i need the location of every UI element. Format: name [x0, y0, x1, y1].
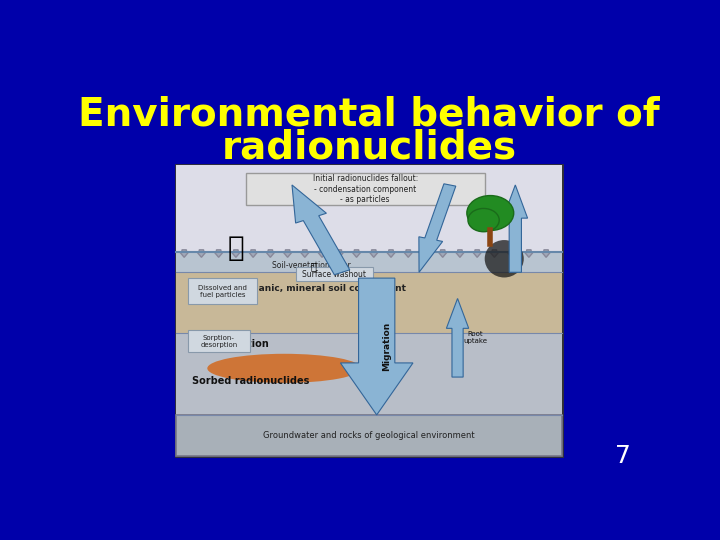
FancyArrow shape: [438, 250, 447, 258]
Bar: [188, 330, 250, 352]
Circle shape: [468, 208, 499, 232]
Bar: [176, 415, 562, 456]
FancyArrow shape: [301, 250, 309, 258]
Bar: [176, 165, 562, 252]
Bar: [176, 165, 562, 456]
Bar: [176, 272, 562, 333]
Bar: [176, 333, 562, 415]
Text: Soil solution: Soil solution: [199, 339, 269, 349]
Polygon shape: [446, 299, 469, 377]
Text: Initial radionuclides fallout:
- condensation component
- as particles: Initial radionuclides fallout: - condens…: [312, 174, 418, 204]
FancyArrow shape: [249, 250, 257, 258]
Text: Sorbed radionuclides: Sorbed radionuclides: [192, 376, 310, 387]
FancyArrow shape: [542, 250, 550, 258]
Ellipse shape: [207, 354, 361, 383]
Polygon shape: [503, 185, 528, 272]
Bar: [188, 278, 257, 305]
FancyArrow shape: [404, 250, 413, 258]
Bar: [176, 252, 562, 272]
Text: Sorption-
desorption: Sorption- desorption: [200, 335, 238, 348]
Text: Dissolved and
fuel particles: Dissolved and fuel particles: [198, 285, 247, 298]
FancyArrow shape: [232, 250, 240, 258]
Bar: [296, 267, 373, 281]
Ellipse shape: [485, 240, 523, 278]
FancyArrow shape: [525, 250, 533, 258]
Text: 7: 7: [616, 444, 631, 468]
FancyArrow shape: [369, 250, 378, 258]
Text: Environmental behavior of: Environmental behavior of: [78, 96, 660, 134]
Text: Groundwater and rocks of geological environment: Groundwater and rocks of geological envi…: [264, 431, 474, 440]
FancyArrow shape: [456, 250, 464, 258]
Text: 🐄: 🐄: [228, 233, 245, 261]
Polygon shape: [419, 184, 456, 272]
FancyArrow shape: [197, 250, 206, 258]
FancyArrow shape: [387, 250, 395, 258]
Circle shape: [467, 195, 513, 231]
FancyArrow shape: [266, 250, 274, 258]
FancyArrow shape: [508, 250, 516, 258]
Polygon shape: [341, 278, 413, 415]
FancyArrow shape: [335, 250, 343, 258]
Bar: [176, 415, 562, 456]
FancyArrow shape: [473, 250, 482, 258]
Bar: [246, 173, 485, 205]
Text: Soil-vegetation litter: Soil-vegetation litter: [272, 260, 351, 269]
FancyArrow shape: [352, 250, 361, 258]
Polygon shape: [292, 185, 350, 275]
FancyArrow shape: [490, 250, 498, 258]
FancyArrow shape: [421, 250, 430, 258]
Text: radionuclides: radionuclides: [222, 129, 516, 167]
FancyArrow shape: [284, 250, 292, 258]
Text: Root
uptake: Root uptake: [463, 331, 487, 345]
FancyArrow shape: [180, 250, 189, 258]
Text: Surface washout: Surface washout: [302, 269, 366, 279]
FancyArrow shape: [318, 250, 326, 258]
FancyArrow shape: [215, 250, 223, 258]
Text: 🌿: 🌿: [310, 261, 316, 271]
Text: Organic, mineral soil component: Organic, mineral soil component: [240, 284, 406, 293]
Text: Migration: Migration: [382, 322, 391, 371]
